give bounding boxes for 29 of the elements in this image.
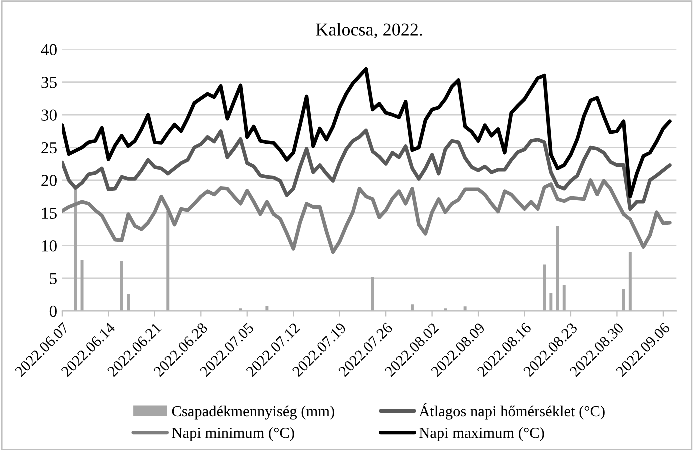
bar bbox=[628, 252, 632, 312]
y-tick-label: 35 bbox=[42, 77, 57, 88]
y-tick-label: 10 bbox=[42, 240, 57, 252]
bar bbox=[166, 211, 170, 312]
y-tick-label: 5 bbox=[50, 273, 57, 284]
bar bbox=[543, 264, 546, 312]
legend-label: Átlagos napi hőmérséklet (°C) bbox=[419, 403, 605, 420]
line-series bbox=[62, 128, 672, 211]
bar bbox=[371, 277, 374, 312]
line-series bbox=[62, 178, 672, 254]
bar bbox=[127, 294, 130, 312]
y-tick-label: 0 bbox=[50, 306, 57, 318]
y-tick-label: 15 bbox=[42, 208, 57, 220]
bar bbox=[120, 261, 124, 312]
line-series bbox=[62, 67, 672, 199]
legend-label: Csapadékmennyiség (mm) bbox=[172, 406, 334, 420]
bar bbox=[80, 260, 84, 312]
legend-label: Napi minimum (°C) bbox=[172, 428, 294, 442]
y-tick-label: 40 bbox=[41, 44, 57, 56]
bar bbox=[562, 285, 566, 312]
y-tick-label: 20 bbox=[42, 175, 57, 186]
y-tick-label: 25 bbox=[42, 142, 57, 154]
bar bbox=[550, 294, 553, 312]
y-tick-label: 30 bbox=[42, 110, 57, 121]
bar bbox=[556, 226, 560, 312]
bar bbox=[622, 288, 626, 312]
bar bbox=[410, 304, 414, 312]
legend-label: Napi maximum (°C) bbox=[420, 428, 544, 442]
chart-title: Kalocsa, 2022. bbox=[316, 23, 422, 38]
